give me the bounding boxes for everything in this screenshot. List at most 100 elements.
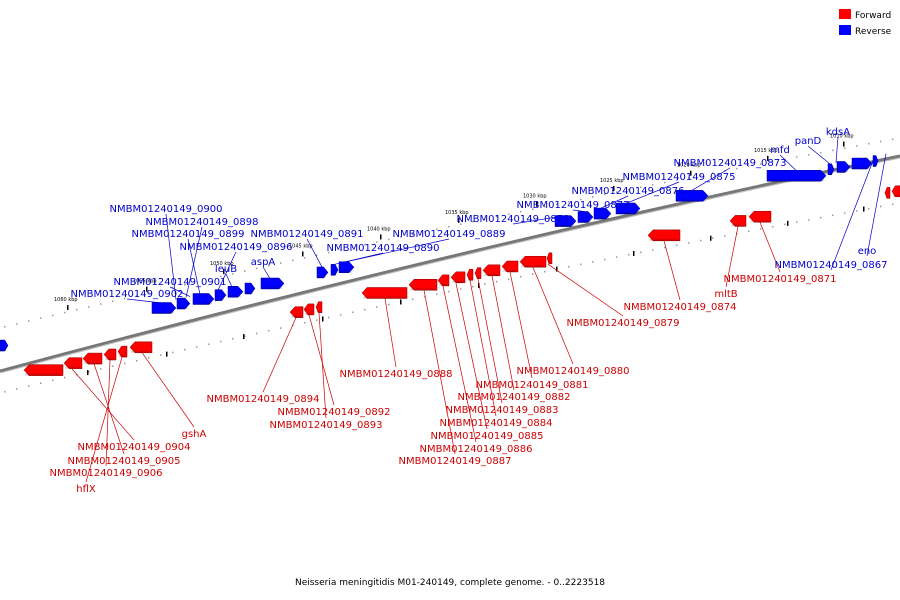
forward-gene[interactable]	[482, 264, 501, 277]
reverse-gene[interactable]	[827, 163, 835, 176]
forward-gene-label[interactable]: NMBM01240149_0894	[207, 394, 320, 405]
reverse-gene-label[interactable]: NMBM01240149_0902	[71, 289, 184, 300]
guide-dot-lower	[724, 235, 726, 237]
forward-gene[interactable]	[450, 271, 466, 284]
forward-gene-label[interactable]: NMBM01240149_0887	[399, 456, 512, 467]
reverse-gene[interactable]	[214, 289, 227, 301]
forward-gene[interactable]	[546, 252, 553, 265]
reverse-gene-label[interactable]: NMBM01240149_0890	[327, 243, 440, 254]
reverse-gene-label[interactable]: NMBM01240149_0898	[146, 217, 259, 228]
reverse-gene[interactable]	[176, 297, 191, 310]
forward-gene[interactable]	[117, 345, 128, 358]
forward-gene-label[interactable]: NMBM01240149_0886	[420, 444, 533, 455]
forward-gene[interactable]	[103, 348, 117, 361]
reverse-gene[interactable]	[766, 170, 827, 182]
reverse-gene[interactable]	[872, 155, 879, 167]
forward-gene[interactable]	[63, 357, 83, 369]
reverse-gene-label[interactable]: kdsA	[826, 127, 850, 138]
forward-gene-label[interactable]: NMBM01240149_0883	[446, 405, 559, 416]
forward-gene[interactable]	[303, 303, 315, 316]
reverse-gene-label[interactable]: NMBM01240149_0891	[251, 229, 364, 240]
reverse-gene[interactable]	[151, 302, 177, 314]
forward-gene[interactable]	[519, 255, 547, 268]
forward-gene[interactable]	[437, 274, 450, 287]
reverse-gene-label[interactable]: NMBM01240149_0873	[674, 158, 787, 169]
guide-dot-lower	[148, 357, 150, 359]
reverse-gene-label[interactable]: leuB	[215, 264, 237, 275]
forward-gene-label[interactable]: NMBM01240149_0904	[78, 442, 191, 453]
reverse-gene[interactable]	[244, 282, 256, 295]
reverse-gene[interactable]	[192, 293, 215, 305]
forward-gene-label[interactable]: NMBM01240149_0905	[68, 456, 181, 467]
forward-gene-label[interactable]: NMBM01240149_0892	[278, 407, 391, 418]
forward-gene[interactable]	[129, 341, 153, 354]
leader-line	[345, 238, 450, 263]
guide-dot-lower	[268, 329, 270, 332]
reverse-gene[interactable]	[227, 286, 244, 298]
reverse-gene[interactable]	[675, 190, 709, 202]
reverse-gene-label[interactable]: eno	[858, 246, 877, 257]
guide-dot-lower	[328, 316, 330, 319]
reverse-gene[interactable]	[316, 266, 329, 279]
forward-gene[interactable]	[289, 306, 304, 318]
guide-dot-lower	[748, 230, 750, 232]
forward-gene-label[interactable]: NMBM01240149_0871	[724, 274, 837, 285]
genome-backbone-shadow	[0, 157, 900, 374]
leader-line	[169, 286, 191, 297]
forward-gene-label[interactable]: NMBM01240149_0880	[517, 366, 630, 377]
reverse-gene-label[interactable]: NMBM01240149_0889	[393, 229, 506, 240]
forward-gene[interactable]	[315, 301, 323, 313]
leader-line	[185, 226, 203, 298]
reverse-gene[interactable]	[851, 157, 873, 170]
forward-gene[interactable]	[501, 260, 519, 273]
reverse-gene-label[interactable]: panD	[795, 136, 822, 147]
reverse-gene[interactable]	[836, 161, 851, 173]
reverse-gene[interactable]	[260, 277, 285, 290]
reverse-gene[interactable]	[577, 211, 594, 223]
reverse-gene-label[interactable]: NMBM01240149_0896	[180, 242, 293, 253]
forward-gene-label[interactable]: NMBM01240149_0882	[458, 392, 571, 403]
guide-dot-upper	[244, 270, 246, 272]
forward-gene-label[interactable]: NMBM01240149_0879	[567, 318, 680, 329]
reverse-gene-label[interactable]: NMBM01240149_0899	[132, 229, 245, 240]
forward-gene-label[interactable]: gshA	[182, 429, 207, 440]
reverse-gene-label[interactable]: NMBM01240149_0876	[572, 186, 685, 197]
forward-gene[interactable]	[474, 267, 482, 279]
forward-gene-label[interactable]: NMBM01240149_0884	[440, 418, 553, 429]
reverse-gene[interactable]	[554, 215, 577, 227]
reverse-gene[interactable]	[330, 264, 339, 276]
forward-gene-label[interactable]: NMBM01240149_0874	[624, 302, 737, 313]
leader-line	[477, 278, 503, 404]
forward-gene[interactable]	[23, 364, 64, 376]
forward-gene-label[interactable]: mltB	[714, 289, 737, 300]
forward-gene[interactable]	[647, 229, 681, 242]
forward-gene-label[interactable]: hflX	[76, 484, 96, 495]
reverse-gene-label[interactable]: NMBM01240149_0875	[623, 172, 736, 183]
forward-gene-label[interactable]: NMBM01240149_0906	[50, 468, 163, 479]
forward-gene[interactable]	[884, 187, 891, 199]
forward-gene[interactable]	[748, 210, 772, 223]
reverse-gene-label[interactable]: NMBM01240149_0877	[517, 200, 630, 211]
forward-gene[interactable]	[891, 185, 900, 198]
reverse-gene-label[interactable]: mfd	[770, 145, 790, 156]
forward-gene[interactable]	[361, 287, 408, 299]
reverse-gene-label[interactable]: NMBM01240149_0867	[775, 260, 888, 271]
reverse-gene-label[interactable]: NMBM01240149_0878	[457, 214, 570, 225]
reverse-gene[interactable]	[593, 207, 612, 220]
reverse-gene[interactable]	[338, 261, 355, 273]
reverse-gene-label[interactable]: NMBM01240149_0900	[110, 204, 223, 215]
reverse-gene-label[interactable]: aspA	[251, 257, 276, 268]
reverse-gene[interactable]	[615, 202, 641, 215]
reverse-gene[interactable]	[0, 339, 9, 352]
guide-dot-lower	[172, 351, 174, 354]
forward-gene-label[interactable]: NMBM01240149_0893	[270, 420, 383, 431]
forward-gene-label[interactable]: NMBM01240149_0888	[340, 369, 453, 380]
forward-gene[interactable]	[466, 269, 474, 281]
reverse-gene-label[interactable]: NMBM01240149_0901	[114, 277, 227, 288]
forward-gene[interactable]	[408, 278, 438, 291]
forward-gene[interactable]	[82, 352, 103, 365]
forward-gene[interactable]	[729, 215, 747, 227]
forward-gene-label[interactable]: NMBM01240149_0881	[476, 380, 589, 391]
forward-gene-label[interactable]: NMBM01240149_0885	[431, 431, 544, 442]
